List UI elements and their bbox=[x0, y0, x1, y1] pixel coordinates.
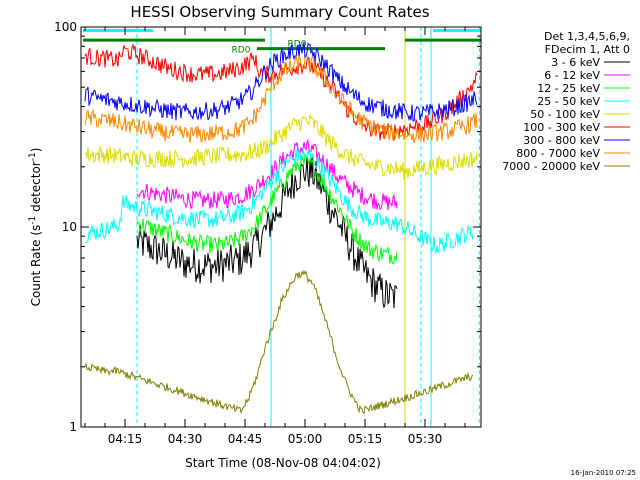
chart-title: HESSI Observing Summary Count Rates bbox=[130, 3, 429, 21]
series-line bbox=[84, 41, 478, 122]
legend-entry-label: 100 - 300 keV bbox=[523, 121, 600, 134]
series-line bbox=[84, 148, 474, 254]
legend-entry-label: 25 - 50 keV bbox=[537, 95, 600, 108]
legend-entry-label: 7000 - 20000 keV bbox=[502, 160, 600, 173]
y-axis-label-exponent-2: -1 bbox=[28, 152, 38, 161]
legend: Det 1,3,4,5,6,9, FDecim 1, Att 0 3 - 6 k… bbox=[502, 30, 630, 173]
y-axis-label-tail: detector bbox=[29, 161, 43, 216]
series-line bbox=[84, 43, 478, 141]
series-line bbox=[136, 153, 398, 265]
x-tick-label: 04:45 bbox=[228, 432, 263, 446]
y-axis-label-end: ) bbox=[29, 148, 43, 153]
plot-content: N RD0 RD0 bbox=[83, 22, 481, 427]
axes: 100 10 1 04:15 04:30 04:45 05:00 05:15 05:30 bbox=[54, 20, 481, 446]
flag-label: RD0 bbox=[232, 46, 251, 56]
legend-header-line-1: Det 1,3,4,5,6,9, bbox=[544, 30, 630, 43]
x-tick-label: 04:30 bbox=[168, 432, 203, 446]
y-axis-label-exponent: -1 bbox=[28, 216, 38, 225]
legend-header-line-2: FDecim 1, Att 0 bbox=[545, 43, 630, 56]
x-axis-label: Start Time (08-Nov-08 04:04:02) bbox=[185, 456, 381, 470]
flag-label: N bbox=[220, 22, 227, 32]
flag-label: RD0 bbox=[288, 40, 307, 50]
x-tick-label: 05:30 bbox=[408, 432, 443, 446]
timestamp: 16-Jan-2010 07:25 bbox=[571, 469, 636, 477]
series-line bbox=[84, 55, 478, 144]
series-line bbox=[84, 269, 474, 414]
legend-entry-label: 12 - 25 keV bbox=[537, 82, 600, 95]
legend-entry-label: 50 - 100 keV bbox=[530, 108, 600, 121]
y-axis-label: Count Rate (s-1 detector-1) bbox=[28, 148, 43, 307]
legend-entry-label: 3 - 6 keV bbox=[551, 56, 600, 69]
legend-entry-label: 300 - 800 keV bbox=[523, 134, 600, 147]
y-tick-label: 1 bbox=[69, 420, 77, 434]
series-line bbox=[136, 155, 398, 309]
y-axis-label-main: Count Rate (s bbox=[29, 225, 43, 307]
y-tick-label: 100 bbox=[54, 20, 77, 34]
y-tick-label: 10 bbox=[62, 220, 77, 234]
legend-entry-label: 800 - 7000 keV bbox=[516, 147, 600, 160]
legend-entry-label: 6 - 12 keV bbox=[544, 69, 600, 82]
series-line bbox=[84, 114, 478, 180]
x-tick-label: 04:15 bbox=[108, 432, 143, 446]
series-line bbox=[136, 138, 398, 211]
x-tick-label: 05:00 bbox=[288, 432, 323, 446]
x-tick-label: 05:15 bbox=[348, 432, 383, 446]
